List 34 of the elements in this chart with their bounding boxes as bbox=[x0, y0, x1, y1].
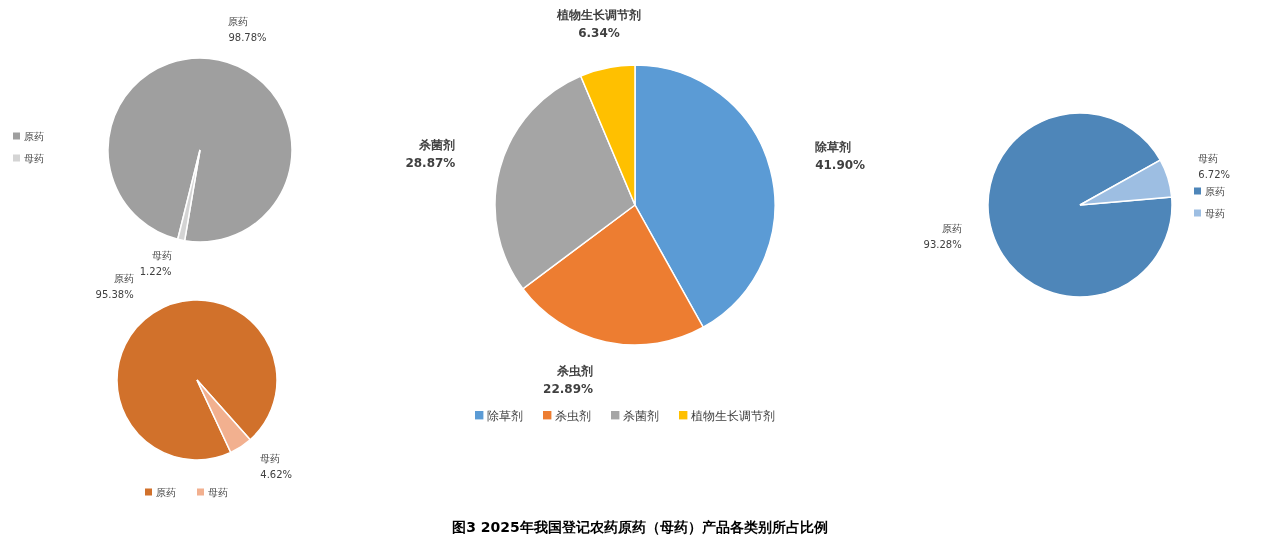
data-label: 1.22% bbox=[139, 266, 172, 278]
legend-label: 除草剂 bbox=[487, 409, 524, 423]
slice-label: 母药 bbox=[151, 250, 172, 262]
legend-label: 原药 bbox=[156, 487, 176, 498]
legend-label: 原药 bbox=[1205, 186, 1225, 197]
legend-label: 杀菌剂 bbox=[623, 409, 660, 423]
legend-label: 母药 bbox=[1205, 208, 1225, 219]
legend-label: 原药 bbox=[24, 131, 44, 142]
slice-label: 植物生长调节剂 bbox=[555, 7, 641, 22]
slice-label: 母药 bbox=[260, 453, 281, 465]
data-label: 95.38% bbox=[95, 288, 134, 300]
data-label: 6.34% bbox=[578, 25, 620, 40]
data-label: 98.78% bbox=[228, 31, 267, 43]
legend-label: 母药 bbox=[24, 153, 44, 164]
data-label: 41.90% bbox=[815, 158, 866, 173]
legend-label: 植物生长调节剂 bbox=[691, 409, 776, 423]
slice-label: 除草剂 bbox=[815, 140, 852, 155]
data-label: 6.72% bbox=[1198, 168, 1231, 180]
slice-label: 原药 bbox=[941, 223, 962, 235]
legend-label: 杀虫剂 bbox=[555, 409, 592, 423]
data-label: 4.62% bbox=[260, 469, 293, 481]
legend-label: 母药 bbox=[208, 487, 228, 498]
slice-label: 原药 bbox=[228, 15, 249, 27]
slice-label: 杀菌剂 bbox=[418, 138, 456, 153]
data-label: 93.28% bbox=[923, 239, 962, 251]
slice-label: 杀虫剂 bbox=[556, 364, 594, 378]
text: 图3 2025年我国登记农药原药（母药）产品各类别所占比例 bbox=[452, 519, 828, 535]
pie-slice bbox=[107, 57, 293, 243]
pie-slice bbox=[196, 379, 251, 454]
data-label: 22.89% bbox=[543, 382, 594, 396]
pie-slice bbox=[987, 112, 1173, 298]
data-label: 28.87% bbox=[405, 156, 456, 171]
slice-label: 母药 bbox=[1198, 152, 1219, 164]
slice-label: 原药 bbox=[113, 272, 134, 284]
